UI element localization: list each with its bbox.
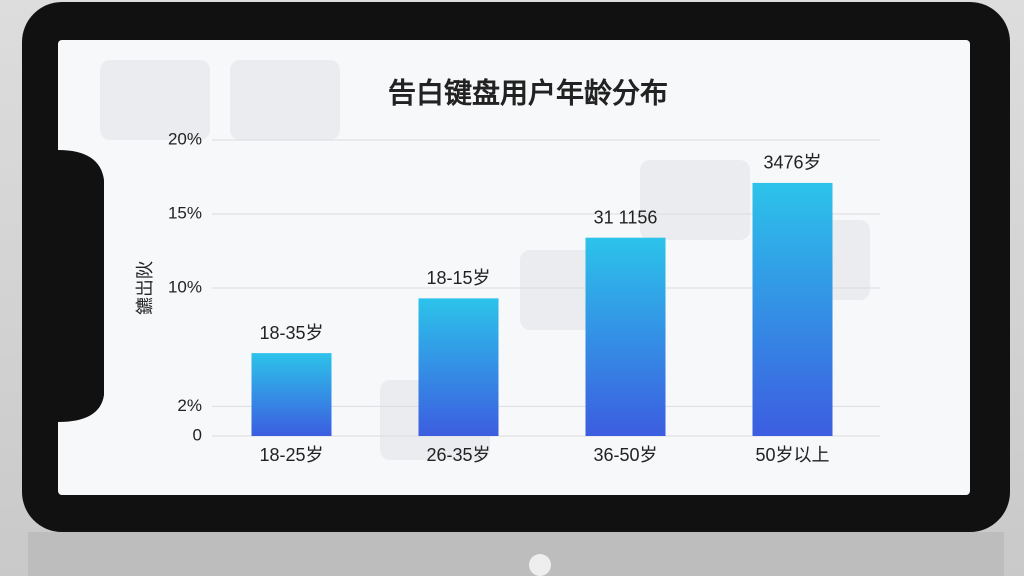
y-axis-label: 鑣岀阦 <box>135 261 155 315</box>
bar-annotation: 3476岁 <box>763 153 821 173</box>
x-tick-label: 26-35岁 <box>426 445 490 465</box>
bar <box>752 182 833 436</box>
logo <box>529 554 551 576</box>
x-tick-label: 50岁以上 <box>755 445 829 465</box>
y-tick-label: 10% <box>168 277 202 296</box>
bar <box>418 298 499 436</box>
bar-annotation: 18-15岁 <box>426 268 490 288</box>
bar-annotation: 31 1156 <box>594 207 658 227</box>
y-tick-label: 20% <box>168 129 202 148</box>
chart-title: 告白键盘用户年龄分布 <box>388 76 668 108</box>
x-tick-label: 18-25岁 <box>259 445 323 465</box>
bar-annotation: 18-35岁 <box>259 323 323 343</box>
x-tick-label: 36-50岁 <box>593 445 657 465</box>
bar <box>251 353 332 436</box>
bar <box>585 237 666 436</box>
y-tick-label: 15% <box>168 203 202 222</box>
notch <box>58 150 104 422</box>
device-base <box>28 532 1004 576</box>
y-tick-label: 0 <box>193 425 202 444</box>
y-tick-label: 2% <box>177 396 202 415</box>
